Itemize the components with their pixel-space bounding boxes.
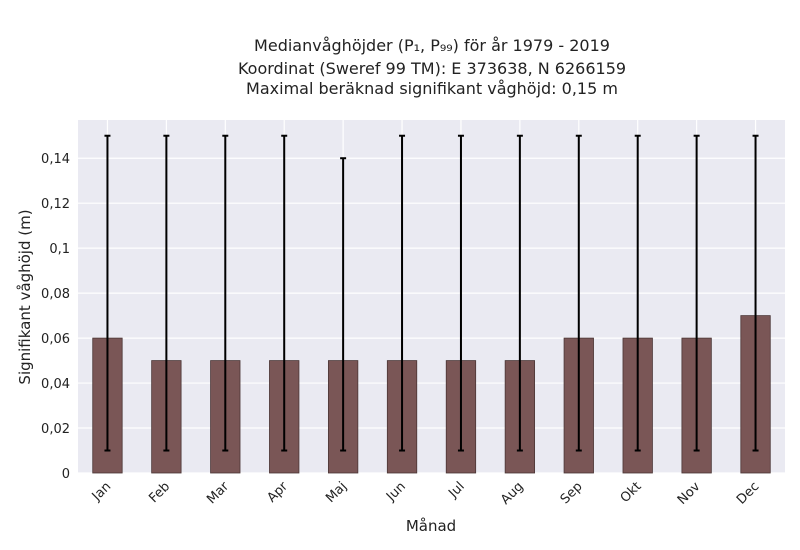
error-bars <box>104 134 759 452</box>
error-bar-aug <box>516 134 523 452</box>
title-line-2: Koordinat (Sweref 99 TM): E 373638, N 62… <box>238 59 626 78</box>
y-tick-label: 0,06 <box>41 332 70 347</box>
y-tick-label: 0,14 <box>41 152 70 167</box>
y-tick-label: 0,1 <box>49 242 70 257</box>
error-bar-nov <box>693 134 700 452</box>
title-line-3: Maximal beräknad signifikant våghöjd: 0,… <box>246 79 618 98</box>
x-tick-label: Aug <box>498 479 527 508</box>
x-tick-label: Jun <box>383 479 409 505</box>
y-tick-label: 0,12 <box>41 197 70 212</box>
x-tick-label: Apr <box>265 479 292 506</box>
y-tick-labels: 0 0,02 0,04 0,06 0,08 0,1 0,12 0,14 <box>41 152 70 482</box>
x-tick-label: Jan <box>89 479 114 504</box>
error-bar-jul <box>457 134 464 452</box>
x-tick-label: Jul <box>445 479 467 501</box>
x-axis-label: Månad <box>406 517 456 535</box>
x-tick-label: Maj <box>323 479 350 506</box>
y-axis-label: Signifikant våghöjd (m) <box>16 209 34 384</box>
x-tick-label: Feb <box>146 479 173 506</box>
error-bar-dec <box>752 134 759 452</box>
x-tick-label: Mar <box>204 479 232 507</box>
x-tick-labels: Jan Feb Mar Apr Maj Jun Jul Aug Sep Okt Nov Dec <box>89 479 763 508</box>
y-tick-label: 0 <box>62 467 70 482</box>
error-bar-apr <box>281 134 288 452</box>
x-tick-label: Nov <box>675 479 704 508</box>
y-tick-label: 0,08 <box>41 287 70 302</box>
error-bar-sep <box>575 134 582 452</box>
x-tick-label: Sep <box>558 479 586 507</box>
title-line-1: Medianvåghöjder (P₁, P₉₉) för år 1979 - … <box>254 36 610 55</box>
y-tick-label: 0,04 <box>41 377 70 392</box>
plot-background <box>78 120 785 473</box>
x-tick-label: Okt <box>618 479 645 506</box>
y-tick-label: 0,02 <box>41 422 70 437</box>
error-bar-maj <box>340 157 347 452</box>
chart-title: Medianvåghöjder (P₁, P₉₉) för år 1979 - … <box>238 36 626 98</box>
error-bar-feb <box>163 134 170 452</box>
x-tick-label: Dec <box>734 479 762 507</box>
error-bar-okt <box>634 134 641 452</box>
error-bar-mar <box>222 134 229 452</box>
error-bar-jan <box>104 134 111 452</box>
error-bar-jun <box>399 134 406 452</box>
